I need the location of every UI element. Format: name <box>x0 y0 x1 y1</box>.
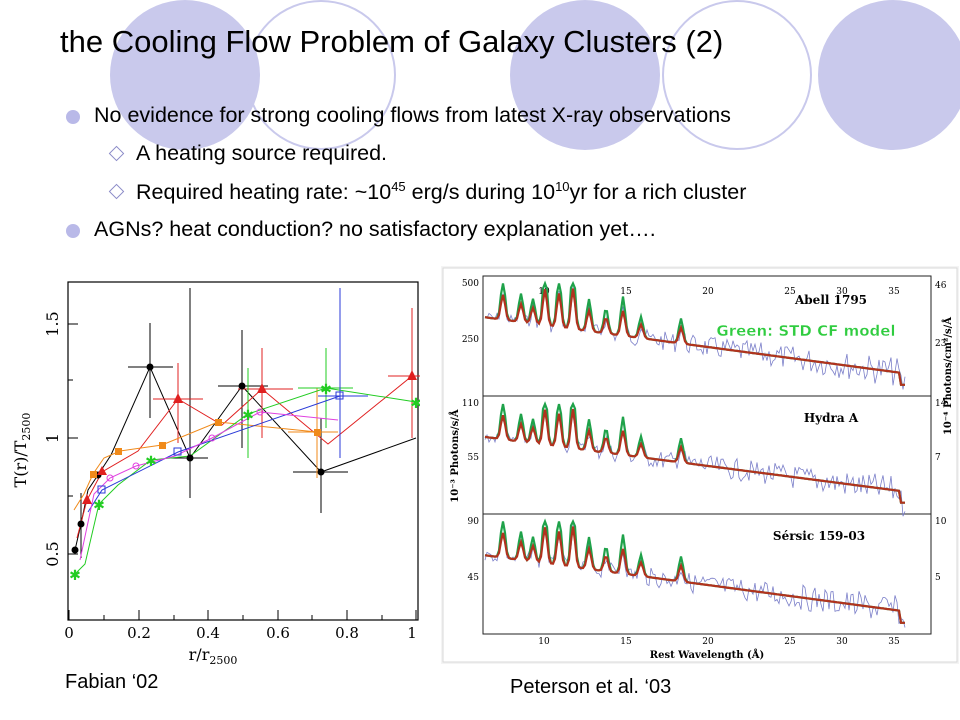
heating-rate-middle: erg/s during 10 <box>405 180 556 205</box>
decorative-circle <box>818 0 960 150</box>
caption-fabian: Fabian ‘02 <box>65 671 159 693</box>
temperature-profile-figure: 0.5 1 1.5 0 0.2 0.4 0.6 0.8 1 r/r2500 T(… <box>8 268 420 668</box>
y-axis-label: T(r)/T2500 <box>11 413 33 488</box>
bullet-dot <box>66 224 80 238</box>
panel2-left-tick: 55 <box>468 453 480 463</box>
spectra-lines <box>484 280 906 628</box>
panel-title-sersic: Sérsic 159-03 <box>773 529 865 543</box>
decorative-ring <box>662 0 812 150</box>
svg-text:✱: ✱ <box>410 396 420 412</box>
y-tick-label: 1.5 <box>43 311 62 336</box>
sub-bullet-heating-rate: Required heating rate: ~1045 erg/s durin… <box>136 179 746 205</box>
spectrum-panel-frame <box>482 513 932 635</box>
x-tick-label: 10 <box>538 637 550 647</box>
x-tick-label: 35 <box>888 637 900 647</box>
x-tick-label: 20 <box>702 287 714 297</box>
svg-text:✱: ✱ <box>69 568 81 584</box>
panel2-left-tick: 110 <box>462 399 479 409</box>
x-tick-label: 0.2 <box>127 624 151 642</box>
data-markers: ✱ ✱ ✱ ✱ ✱ ✱ <box>69 363 420 584</box>
decorative-ring <box>246 0 396 150</box>
x-tick-label: 30 <box>836 287 848 297</box>
x-tick-label: 15 <box>620 287 632 297</box>
slide-title: the Cooling Flow Problem of Galaxy Clust… <box>60 24 724 59</box>
x-tick-label: 25 <box>784 637 796 647</box>
decorative-circle <box>510 0 660 150</box>
series-green <box>74 348 417 575</box>
svg-text:✱: ✱ <box>242 408 254 424</box>
bullet-dot <box>66 110 80 124</box>
sub-bullet-marker <box>108 183 125 200</box>
bullet-no-evidence: No evidence for strong cooling flows fro… <box>94 103 731 127</box>
heating-rate-suffix: yr for a rich cluster <box>569 180 747 205</box>
best-fit-model-panel-2 <box>484 408 905 504</box>
heating-rate-exponent: 45 <box>391 179 406 194</box>
panel1-right-tick: 23 <box>935 339 947 349</box>
x-tick-label: 35 <box>888 287 900 297</box>
panel3-right-tick: 5 <box>935 573 941 583</box>
x-tick-label: 25 <box>784 287 796 297</box>
panel2-right-tick: 14 <box>935 399 947 409</box>
x-tick-label: 0.6 <box>266 624 290 642</box>
x-tick-label: 30 <box>836 637 848 647</box>
sub-bullet-heating-source: A heating source required. <box>136 141 387 165</box>
model-legend-note: Green: STD CF model <box>716 322 895 340</box>
heating-rate-prefix: Required heating rate: ~10 <box>136 180 392 205</box>
y-tick-label: 1 <box>43 433 62 443</box>
sub-bullet-marker <box>108 145 125 162</box>
x-tick-label: 1 <box>407 624 417 642</box>
y-tick-label: 0.5 <box>43 541 62 566</box>
decorative-circle <box>110 0 260 150</box>
svg-text:✱: ✱ <box>145 454 157 470</box>
best-fit-model-panel-1 <box>484 288 905 386</box>
panel-title-hydra-a: Hydra A <box>804 411 859 425</box>
x-tick-label: 0 <box>64 624 74 642</box>
bullet-agn-question: AGNs? heat conduction? no satisfactory e… <box>94 217 656 241</box>
panel-title-abell-1795: Abell 1795 <box>794 293 867 307</box>
x-tick-label: 15 <box>620 637 632 647</box>
panel1-left-tick: 250 <box>462 335 479 345</box>
svg-text:✱: ✱ <box>93 498 105 514</box>
best-fit-model-panel-3 <box>484 526 905 624</box>
x-axis-label: r/r2500 <box>189 645 238 667</box>
xray-spectra-figure: 10⁻³ Photons/s/Å 10⁻⁴ Photons/cm²/s/Å 50… <box>441 266 959 664</box>
panel3-left-tick: 90 <box>468 517 480 527</box>
left-y-axis-label: 10⁻³ Photons/s/Å <box>449 409 461 503</box>
right-y-axis-label: 10⁻⁴ Photons/cm²/s/Å <box>942 317 954 435</box>
series-magenta <box>79 411 339 561</box>
x-tick-label: 20 <box>702 637 714 647</box>
panel1-right-tick: 46 <box>935 281 947 291</box>
panel1-left-tick: 500 <box>462 279 479 289</box>
panel3-right-tick: 10 <box>935 517 947 527</box>
x-tick-label: 0.8 <box>335 624 359 642</box>
x-tick-label: 0.4 <box>196 624 220 642</box>
panel2-right-tick: 7 <box>935 453 941 463</box>
svg-text:✱: ✱ <box>320 382 332 398</box>
caption-peterson: Peterson et al. ‘03 <box>510 676 672 698</box>
time-exponent: 10 <box>555 179 570 194</box>
x-axis-label: Rest Wavelength (Å) <box>650 649 764 661</box>
panel3-left-tick: 45 <box>468 573 480 583</box>
